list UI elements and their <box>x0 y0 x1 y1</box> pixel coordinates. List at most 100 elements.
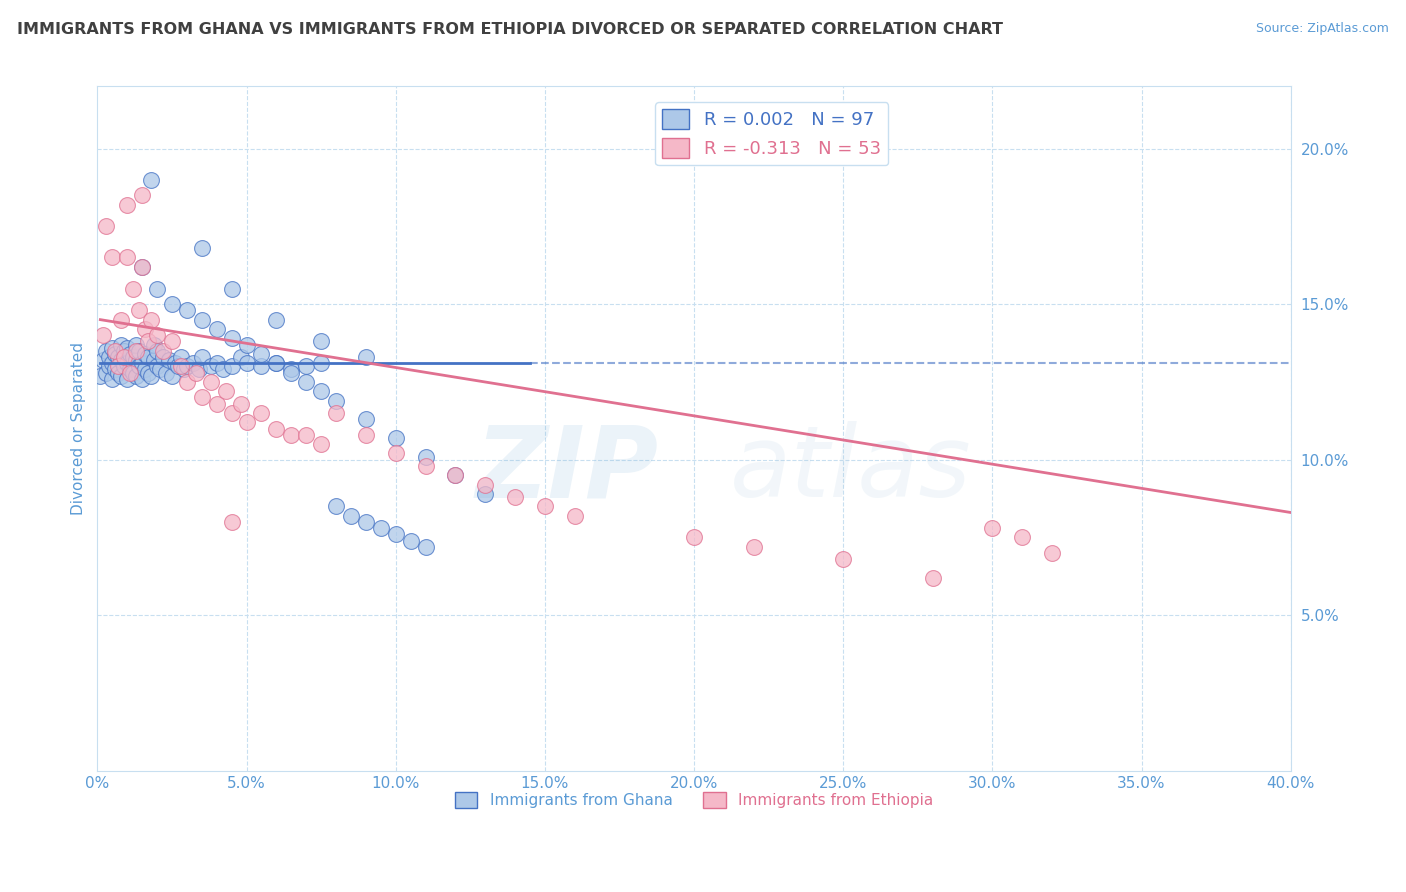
Point <box>112 350 135 364</box>
Point <box>101 372 124 386</box>
Point <box>205 322 228 336</box>
Point <box>131 188 153 202</box>
Point <box>101 251 124 265</box>
Point <box>107 366 129 380</box>
Point <box>98 350 121 364</box>
Point <box>136 334 159 349</box>
Point <box>235 415 257 429</box>
Point <box>131 356 153 370</box>
Point <box>211 362 233 376</box>
Point <box>325 500 347 514</box>
Point <box>221 281 243 295</box>
Point <box>101 356 124 370</box>
Point <box>832 552 855 566</box>
Point <box>205 397 228 411</box>
Point <box>128 359 150 374</box>
Point <box>112 359 135 374</box>
Point <box>131 260 153 274</box>
Point <box>200 359 222 374</box>
Point <box>384 527 406 541</box>
Point <box>134 347 156 361</box>
Point <box>1011 530 1033 544</box>
Point <box>125 337 148 351</box>
Point <box>1040 546 1063 560</box>
Point <box>122 281 145 295</box>
Point <box>309 384 332 399</box>
Point <box>266 421 288 435</box>
Point <box>163 356 186 370</box>
Point <box>221 515 243 529</box>
Point <box>107 350 129 364</box>
Point <box>160 297 183 311</box>
Point <box>266 356 288 370</box>
Point <box>89 368 111 383</box>
Point <box>184 366 207 380</box>
Point <box>125 368 148 383</box>
Point <box>200 375 222 389</box>
Point <box>104 347 127 361</box>
Point <box>139 368 162 383</box>
Point <box>125 353 148 368</box>
Point <box>309 356 332 370</box>
Point <box>280 366 302 380</box>
Point <box>96 219 118 234</box>
Point <box>280 427 302 442</box>
Point <box>110 368 132 383</box>
Point <box>146 343 169 358</box>
Point <box>136 366 159 380</box>
Point <box>101 341 124 355</box>
Point <box>131 372 153 386</box>
Point <box>181 356 204 370</box>
Point <box>152 343 174 358</box>
Point <box>115 356 138 370</box>
Point <box>96 343 118 358</box>
Point <box>415 458 437 473</box>
Point <box>134 362 156 376</box>
Point <box>921 571 943 585</box>
Point <box>115 341 138 355</box>
Point <box>128 343 150 358</box>
Point <box>170 359 193 374</box>
Point <box>146 281 169 295</box>
Point <box>115 251 138 265</box>
Point <box>229 350 252 364</box>
Point <box>115 197 138 211</box>
Text: ZIP: ZIP <box>475 421 658 518</box>
Point <box>98 359 121 374</box>
Point <box>152 350 174 364</box>
Point <box>110 337 132 351</box>
Point <box>139 172 162 186</box>
Point <box>167 359 190 374</box>
Legend: Immigrants from Ghana, Immigrants from Ethiopia: Immigrants from Ghana, Immigrants from E… <box>449 786 939 814</box>
Point <box>120 362 142 376</box>
Point <box>191 391 214 405</box>
Point <box>221 359 243 374</box>
Point <box>191 241 214 255</box>
Point <box>134 322 156 336</box>
Point <box>131 260 153 274</box>
Point <box>104 362 127 376</box>
Point <box>221 331 243 345</box>
Point <box>221 406 243 420</box>
Point <box>120 366 142 380</box>
Point <box>176 359 198 374</box>
Point <box>981 521 1004 535</box>
Point <box>155 366 177 380</box>
Point <box>143 337 166 351</box>
Point <box>354 412 377 426</box>
Point <box>229 397 252 411</box>
Point <box>280 362 302 376</box>
Point <box>415 450 437 464</box>
Point <box>354 515 377 529</box>
Y-axis label: Divorced or Separated: Divorced or Separated <box>72 342 86 515</box>
Point <box>143 353 166 368</box>
Point <box>110 353 132 368</box>
Point <box>139 312 162 326</box>
Point <box>115 372 138 386</box>
Point <box>91 328 114 343</box>
Point <box>125 343 148 358</box>
Point <box>474 487 496 501</box>
Point <box>295 427 318 442</box>
Text: Source: ZipAtlas.com: Source: ZipAtlas.com <box>1256 22 1389 36</box>
Point <box>295 375 318 389</box>
